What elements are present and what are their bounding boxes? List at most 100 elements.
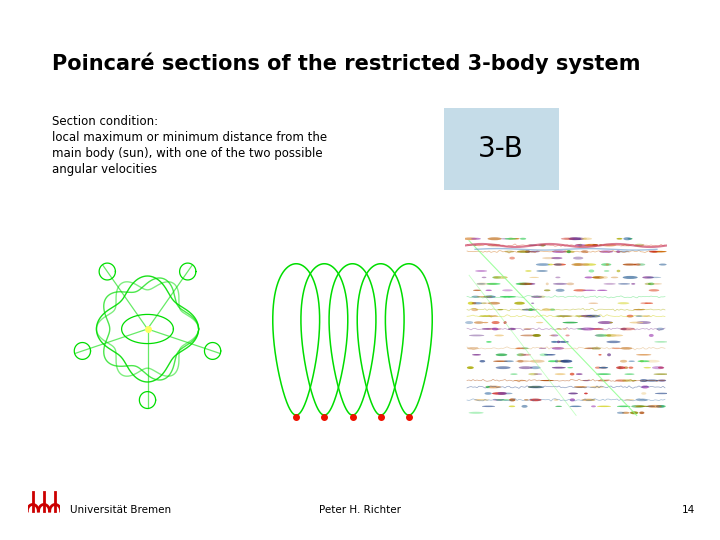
Ellipse shape [642, 315, 650, 317]
Ellipse shape [644, 302, 653, 304]
Ellipse shape [528, 308, 533, 311]
Ellipse shape [659, 405, 666, 408]
Ellipse shape [618, 283, 630, 285]
Ellipse shape [528, 386, 542, 388]
Ellipse shape [539, 244, 546, 246]
Ellipse shape [647, 276, 661, 278]
Ellipse shape [620, 328, 635, 330]
Ellipse shape [612, 348, 621, 349]
Ellipse shape [502, 289, 513, 292]
Ellipse shape [502, 393, 513, 394]
Ellipse shape [654, 393, 669, 394]
Ellipse shape [586, 348, 600, 349]
Ellipse shape [622, 379, 634, 382]
Ellipse shape [586, 399, 595, 401]
Ellipse shape [649, 289, 660, 292]
Ellipse shape [513, 380, 526, 381]
Ellipse shape [599, 244, 602, 246]
Ellipse shape [509, 256, 515, 260]
Ellipse shape [554, 373, 566, 375]
Ellipse shape [495, 334, 504, 336]
Ellipse shape [589, 328, 604, 330]
Ellipse shape [508, 328, 516, 330]
Ellipse shape [487, 244, 500, 247]
Ellipse shape [482, 406, 495, 407]
Ellipse shape [597, 406, 611, 407]
Ellipse shape [516, 354, 524, 356]
Ellipse shape [518, 353, 525, 356]
Text: angular velocities: angular velocities [52, 163, 157, 176]
Ellipse shape [658, 367, 664, 369]
Ellipse shape [593, 276, 603, 279]
Ellipse shape [654, 374, 669, 375]
Ellipse shape [582, 289, 596, 291]
Ellipse shape [574, 263, 590, 266]
Ellipse shape [618, 302, 629, 305]
Ellipse shape [645, 380, 658, 382]
Ellipse shape [548, 264, 554, 265]
Ellipse shape [621, 347, 632, 349]
Ellipse shape [598, 354, 602, 355]
Ellipse shape [561, 238, 575, 240]
Ellipse shape [581, 399, 595, 401]
Ellipse shape [488, 315, 498, 317]
Ellipse shape [473, 289, 481, 291]
Ellipse shape [570, 373, 575, 375]
Ellipse shape [517, 360, 523, 362]
Ellipse shape [516, 282, 531, 285]
Ellipse shape [541, 244, 545, 246]
Ellipse shape [492, 276, 501, 279]
Ellipse shape [593, 244, 598, 246]
Ellipse shape [540, 380, 554, 381]
Ellipse shape [579, 244, 582, 247]
Ellipse shape [524, 283, 536, 285]
Ellipse shape [575, 244, 586, 246]
Ellipse shape [510, 374, 518, 375]
Ellipse shape [636, 264, 645, 266]
Ellipse shape [609, 322, 613, 323]
Ellipse shape [495, 354, 508, 356]
Ellipse shape [492, 392, 506, 395]
Ellipse shape [492, 276, 508, 279]
Ellipse shape [615, 251, 630, 252]
Ellipse shape [629, 367, 634, 369]
Text: Universität Bremen: Universität Bremen [70, 505, 171, 515]
Ellipse shape [595, 334, 607, 337]
Ellipse shape [595, 335, 604, 336]
Ellipse shape [475, 244, 482, 246]
Ellipse shape [531, 302, 534, 304]
Ellipse shape [551, 334, 559, 336]
Ellipse shape [574, 386, 587, 388]
Ellipse shape [639, 411, 644, 414]
Ellipse shape [602, 244, 616, 247]
Ellipse shape [485, 289, 492, 291]
Ellipse shape [544, 354, 556, 355]
Ellipse shape [590, 386, 604, 388]
Ellipse shape [644, 283, 652, 285]
Text: Peter H. Richter: Peter H. Richter [319, 505, 401, 515]
Ellipse shape [525, 271, 531, 272]
Ellipse shape [529, 361, 535, 362]
Ellipse shape [516, 348, 521, 349]
Ellipse shape [521, 354, 531, 356]
Ellipse shape [630, 411, 639, 414]
Ellipse shape [657, 328, 664, 330]
Ellipse shape [656, 405, 665, 408]
Ellipse shape [554, 360, 559, 363]
Ellipse shape [564, 238, 574, 240]
Ellipse shape [562, 322, 578, 323]
Ellipse shape [528, 373, 539, 375]
Text: 14: 14 [682, 505, 695, 515]
Ellipse shape [520, 238, 526, 240]
Ellipse shape [477, 296, 492, 298]
Ellipse shape [567, 367, 573, 368]
Ellipse shape [498, 392, 507, 395]
Ellipse shape [533, 334, 541, 337]
Ellipse shape [472, 295, 480, 298]
Ellipse shape [569, 238, 579, 240]
Ellipse shape [549, 335, 555, 336]
Ellipse shape [654, 341, 667, 342]
Ellipse shape [593, 276, 604, 279]
Ellipse shape [591, 347, 601, 349]
Ellipse shape [599, 276, 608, 279]
